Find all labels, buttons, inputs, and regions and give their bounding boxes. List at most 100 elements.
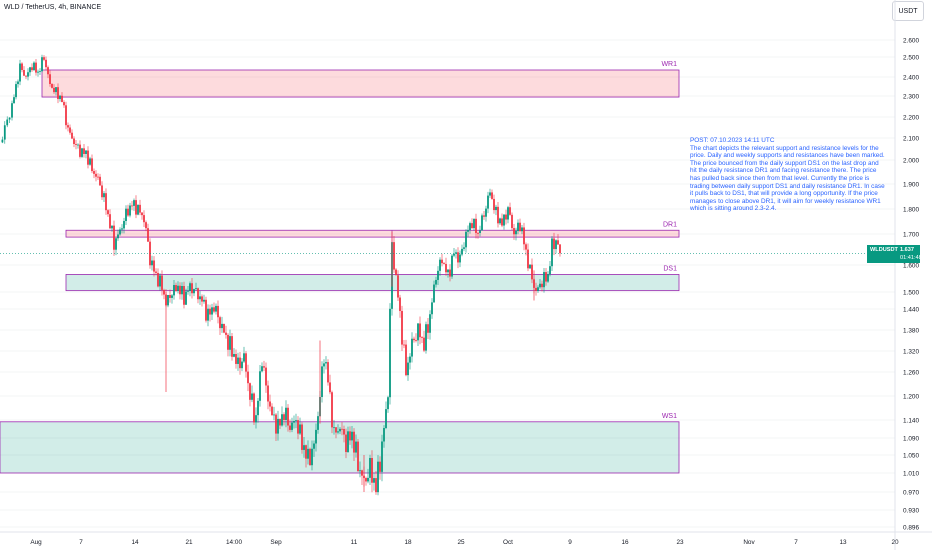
candle-body	[205, 299, 207, 321]
candle-body	[213, 307, 215, 312]
candle-body	[283, 414, 285, 421]
candle-body	[51, 84, 53, 88]
x-tick-label: 7	[794, 539, 798, 546]
candle-body	[465, 231, 467, 248]
candle-body	[387, 397, 389, 410]
candle-body	[459, 254, 461, 263]
candle-body	[393, 242, 395, 270]
candle-body	[13, 97, 15, 104]
candle-body	[551, 238, 553, 267]
candle-body	[371, 457, 373, 483]
candle-body	[559, 244, 561, 254]
x-tick-label: 9	[568, 539, 572, 546]
analysis-note: POST: 07.10.2023 14:11 UTC The chart dep…	[690, 137, 885, 213]
candle-body	[499, 218, 501, 224]
candle-body	[503, 214, 505, 226]
candle-body	[73, 138, 75, 145]
candle-body	[471, 223, 473, 229]
candle-body	[47, 67, 49, 75]
candle-body	[501, 218, 503, 226]
candle-body	[359, 470, 361, 472]
candle-body	[521, 227, 523, 232]
candle-body	[555, 240, 557, 250]
currency-button[interactable]: USDT	[892, 1, 924, 21]
candle-body	[305, 445, 307, 459]
candle-body	[101, 185, 103, 198]
candle-body	[97, 176, 99, 178]
candle-body	[253, 393, 255, 423]
candle-body	[249, 383, 251, 400]
x-tick-label: 11	[351, 539, 358, 546]
candle-body	[171, 295, 173, 298]
zone-label-ws1: WS1	[662, 413, 677, 420]
candle-body	[307, 448, 309, 459]
candle-body	[379, 461, 381, 472]
candle-body	[163, 289, 165, 295]
candle-body	[235, 354, 237, 364]
candle-body	[197, 288, 199, 300]
candle-body	[57, 87, 59, 100]
y-tick-label: 1.900	[903, 182, 919, 189]
zone-label-ds1: DS1	[663, 265, 677, 272]
y-tick-label: 1.380	[903, 328, 919, 335]
candle-body	[421, 337, 423, 338]
candle-body	[259, 371, 261, 401]
candle-body	[39, 71, 41, 73]
y-tick-label: 1.440	[903, 307, 919, 314]
y-tick-label: 2.600	[903, 38, 919, 45]
candle-body	[255, 415, 257, 423]
candle-body	[519, 222, 521, 232]
y-tick-label: 1.500	[903, 290, 919, 297]
zone-label-dr1: DR1	[663, 221, 677, 228]
candle-body	[309, 448, 311, 466]
candle-body	[431, 302, 433, 315]
candle-body	[515, 231, 517, 235]
y-tick-label: 2.200	[903, 115, 919, 122]
price-tag-value: 1.637	[900, 246, 914, 253]
candle-body	[415, 340, 417, 341]
candle-body	[135, 200, 137, 215]
candle-body	[237, 357, 239, 364]
candle-body	[531, 264, 533, 280]
x-tick-label: Nov	[743, 539, 755, 546]
candle-body	[173, 285, 175, 296]
candle-body	[357, 441, 359, 472]
candle-body	[287, 407, 289, 426]
candle-body	[301, 424, 303, 450]
current-price-tag: WLDUSDT 1.637 01:41:48	[867, 244, 922, 263]
candle-body	[111, 225, 113, 229]
candle-body	[183, 286, 185, 305]
candle-body	[369, 457, 371, 478]
x-tick-label: 16	[621, 539, 629, 546]
candle-body	[507, 207, 509, 220]
candle-body	[15, 84, 17, 98]
candle-body	[413, 338, 415, 341]
y-tick-label: 1.700	[903, 232, 919, 239]
candle-body	[125, 208, 127, 222]
candle-body	[21, 63, 23, 70]
y-tick-label: 1.200	[903, 394, 919, 401]
y-tick-label: 2.300	[903, 94, 919, 101]
candle-body	[481, 215, 483, 231]
chart-title: WLD / TetherUS, 4h, BINANCE	[4, 4, 102, 11]
candle-body	[443, 263, 445, 264]
candle-body	[6, 119, 9, 126]
candle-body	[147, 228, 149, 242]
candle-body	[451, 255, 453, 277]
candle-body	[187, 290, 189, 292]
candle-body	[33, 62, 35, 71]
candle-body	[185, 291, 187, 305]
candle-body	[71, 132, 73, 139]
candle-body	[221, 323, 223, 329]
candle-body	[105, 193, 107, 211]
candle-body	[321, 366, 323, 397]
candle-body	[31, 67, 33, 71]
candle-body	[167, 294, 169, 306]
candle-body	[429, 314, 431, 333]
price-tag-countdown: 01:41:48	[900, 254, 922, 261]
candle-body	[485, 208, 487, 217]
candle-body	[539, 283, 541, 288]
candle-body	[223, 323, 225, 333]
